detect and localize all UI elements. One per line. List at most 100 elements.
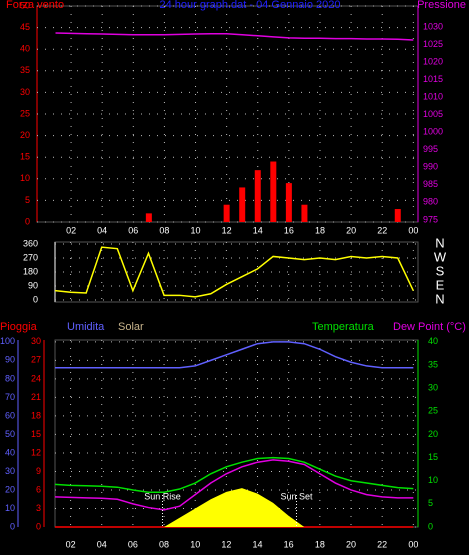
y-tick-label: 30: [428, 383, 438, 393]
y-tick-label: 980: [423, 197, 438, 207]
x-tick-label: 22: [377, 225, 387, 235]
x-tick-label: 14: [253, 539, 263, 549]
y-tick-label: 10: [428, 475, 438, 485]
x-tick-label: 14: [253, 225, 263, 235]
x-tick-label: 22: [377, 539, 387, 549]
y-tick-label: 990: [423, 162, 438, 172]
y-tick-label: 90: [5, 355, 15, 365]
y-tick-label: 1025: [423, 39, 443, 49]
y-tick-label: 985: [423, 179, 438, 189]
bar: [145, 213, 152, 222]
y-tick-label: 360: [23, 238, 38, 248]
legend-label: Pioggia: [0, 321, 38, 333]
y-tick-label: 20: [20, 130, 30, 140]
x-tick-label: 18: [315, 225, 325, 235]
y-tick-label: 40: [5, 447, 15, 457]
line: [55, 32, 414, 41]
y-tick-label: 90: [28, 280, 38, 290]
y-tick-label: 1030: [423, 21, 443, 31]
y-tick-label: 180: [23, 266, 38, 276]
y-tick-label: 0: [36, 521, 41, 531]
y-tick-label: 25: [20, 108, 30, 118]
x-tick-label: 16: [284, 539, 294, 549]
y-tick-label: 0: [428, 521, 433, 531]
x-tick-label: 08: [159, 225, 169, 235]
plot-frame: [54, 241, 419, 303]
x-tick-label: 04: [97, 225, 107, 235]
y-tick-label: 40: [20, 44, 30, 54]
legend-label: Temperatura: [312, 321, 375, 333]
x-tick-label: 20: [346, 225, 356, 235]
y-tick-label: 270: [23, 252, 38, 262]
y-tick-label: 0: [10, 521, 15, 531]
y-tick-label: 10: [5, 503, 15, 513]
x-tick-label: 04: [97, 539, 107, 549]
y-tick-label: 20: [428, 429, 438, 439]
y-tick-label: S: [436, 263, 445, 278]
bar: [301, 204, 308, 222]
annotation: Sun Set: [280, 491, 313, 501]
legend-label: Dew Point (°C): [393, 321, 466, 333]
y-tick-label: 0: [25, 216, 30, 226]
y-tick-label: 1010: [423, 92, 443, 102]
y-tick-label: 25: [428, 406, 438, 416]
y-tick-label: 100: [0, 336, 15, 346]
y-tick-label: 10: [20, 173, 30, 183]
y-tick-label: 15: [20, 152, 30, 162]
y-tick-label: 30: [5, 466, 15, 476]
y-tick-label: 40: [428, 336, 438, 346]
bar: [270, 161, 277, 222]
y-tick-label: 5: [25, 195, 30, 205]
y-tick-label: 9: [36, 466, 41, 476]
legend-label: Forza vento: [6, 0, 64, 11]
bar: [254, 170, 261, 222]
y-tick-label: 27: [31, 355, 41, 365]
x-tick-label: 02: [66, 539, 76, 549]
x-tick-label: 12: [222, 225, 232, 235]
x-tick-label: 10: [190, 539, 200, 549]
bar: [394, 209, 401, 222]
y-tick-label: 45: [20, 22, 30, 32]
y-tick-label: 35: [428, 359, 438, 369]
y-tick-label: 0: [33, 294, 38, 304]
area: [55, 488, 414, 527]
y-tick-label: 50: [5, 429, 15, 439]
y-tick-label: 5: [428, 498, 433, 508]
x-tick-label: 00: [408, 539, 418, 549]
y-tick-label: 1015: [423, 74, 443, 84]
legend-label: Pressione: [417, 0, 466, 11]
legend-label: Umidita: [67, 321, 105, 333]
y-tick-label: 60: [5, 410, 15, 420]
y-tick-label: 50: [20, 0, 30, 10]
y-tick-label: 1020: [423, 56, 443, 66]
y-tick-label: 20: [5, 484, 15, 494]
x-tick-label: 06: [128, 225, 138, 235]
y-tick-label: 995: [423, 144, 438, 154]
x-tick-label: 08: [159, 539, 169, 549]
y-tick-label: 1005: [423, 109, 443, 119]
x-tick-label: 00: [408, 225, 418, 235]
y-tick-label: 30: [20, 87, 30, 97]
line: [54, 456, 414, 494]
y-tick-label: 21: [31, 392, 41, 402]
y-tick-label: N: [435, 235, 444, 250]
x-tick-label: 10: [191, 225, 201, 235]
y-tick-label: 30: [31, 336, 41, 346]
x-tick-label: 18: [315, 539, 325, 549]
annotation: Sun Rise: [144, 491, 181, 501]
y-tick-label: 35: [20, 65, 30, 75]
x-tick-label: 16: [284, 225, 294, 235]
y-tick-label: N: [435, 291, 444, 306]
y-tick-label: 18: [31, 410, 41, 420]
bar: [285, 183, 292, 222]
x-tick-label: 20: [346, 539, 356, 549]
y-tick-label: 6: [36, 484, 41, 494]
bar: [223, 204, 230, 222]
y-tick-label: 12: [31, 447, 41, 457]
y-tick-label: 15: [428, 452, 438, 462]
y-tick-label: 3: [36, 503, 41, 513]
y-tick-label: 24: [31, 373, 41, 383]
line: [54, 459, 414, 511]
y-tick-label: 15: [31, 429, 41, 439]
